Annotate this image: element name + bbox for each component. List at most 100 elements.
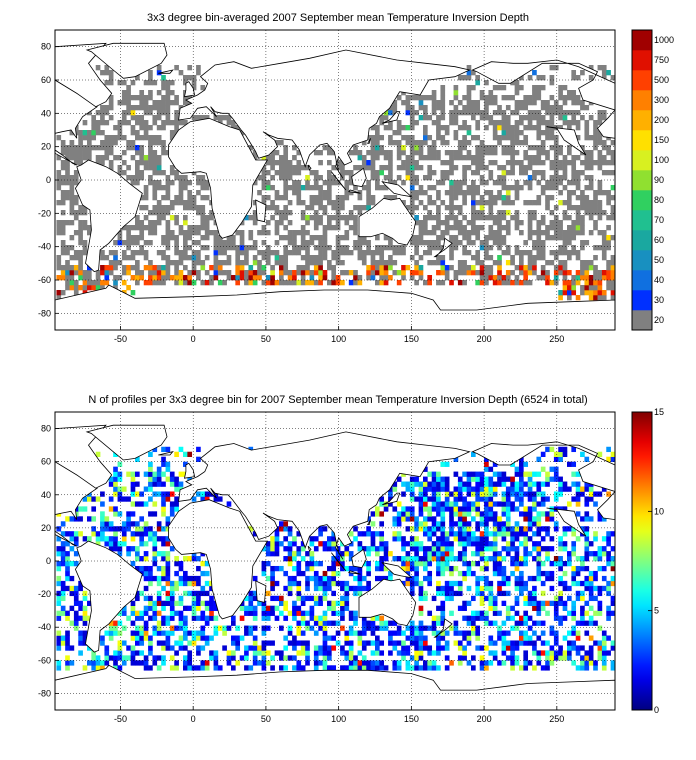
data-cell [357, 250, 363, 256]
data-cells [56, 65, 616, 301]
data-cell [436, 210, 441, 216]
data-cell [510, 476, 515, 482]
data-cell [427, 531, 433, 537]
data-cell [606, 285, 611, 291]
data-cell [117, 80, 123, 86]
data-cell [56, 536, 62, 542]
data-cell [361, 205, 367, 211]
data-cell [239, 655, 245, 661]
data-cell [383, 665, 389, 671]
data-cell [567, 95, 572, 101]
data-cell [475, 625, 481, 631]
data-cell [204, 215, 210, 221]
data-cell [527, 75, 533, 81]
data-cell [610, 75, 616, 81]
data-cell [392, 250, 398, 256]
x-tick-label: 100 [331, 334, 346, 344]
data-cell [327, 195, 332, 201]
data-cell [610, 640, 616, 646]
data-cell [540, 150, 546, 156]
data-cell [597, 130, 603, 136]
data-cell [296, 150, 302, 156]
data-cell [505, 521, 511, 527]
data-cell [279, 610, 284, 616]
data-cell [331, 200, 337, 206]
data-cell [431, 660, 437, 666]
data-cell [497, 280, 502, 286]
data-cell [484, 240, 489, 246]
data-cell [558, 580, 563, 587]
data-cell [575, 125, 581, 131]
data-cell [396, 150, 402, 156]
data-cell [148, 471, 153, 477]
data-cell [73, 210, 79, 216]
data-cell [296, 570, 302, 577]
data-cell [584, 620, 590, 626]
data-cell [479, 491, 485, 497]
data-cell [300, 215, 306, 221]
data-cell [484, 190, 489, 196]
data-cell [78, 531, 83, 537]
data-cell [471, 491, 476, 497]
data-cell [436, 486, 441, 492]
data-cell [427, 150, 433, 156]
data-cell [165, 230, 171, 236]
data-cell [156, 110, 162, 116]
data-cell [488, 605, 494, 611]
data-cell [56, 225, 62, 231]
data-cell [418, 230, 424, 236]
data-cell [409, 95, 415, 101]
data-cell [366, 185, 371, 191]
data-cell [248, 600, 254, 606]
data-cell [562, 531, 568, 537]
data-cell [405, 486, 411, 492]
data-cell [121, 90, 127, 96]
data-cell [492, 230, 498, 236]
data-cell [549, 655, 555, 661]
data-cell [78, 635, 83, 641]
data-cell [593, 125, 598, 131]
data-cell [130, 655, 136, 661]
data-cell [475, 496, 481, 502]
data-cell [161, 205, 166, 211]
data-cell [532, 650, 537, 656]
data-cell [449, 625, 454, 631]
data-cell [139, 590, 145, 597]
data-cell [549, 195, 555, 201]
data-cell [409, 635, 415, 641]
data-cell [479, 175, 485, 181]
data-cell [361, 546, 367, 552]
data-cell [545, 225, 550, 231]
data-cell [584, 275, 590, 281]
data-cell [540, 145, 546, 151]
data-cell [597, 210, 603, 216]
data-cell [69, 150, 75, 156]
data-cell [309, 541, 315, 547]
data-cell [492, 461, 498, 467]
data-cell [471, 105, 476, 111]
data-cell [379, 165, 385, 171]
data-cell [471, 85, 476, 91]
data-cell [152, 630, 158, 636]
data-cell [597, 511, 603, 517]
data-cell [501, 645, 507, 651]
data-cell [575, 75, 581, 81]
data-cell [545, 600, 550, 606]
data-cell [261, 610, 267, 616]
data-cell [423, 105, 428, 111]
data-cell [156, 665, 162, 671]
data-cell [444, 590, 450, 597]
data-cell [353, 240, 358, 246]
data-cell [95, 160, 101, 166]
data-cell [113, 285, 118, 291]
data-cell [56, 660, 62, 666]
data-cell [597, 190, 603, 196]
data-cell [191, 270, 197, 276]
data-cell [313, 225, 319, 231]
data-cell [405, 625, 411, 631]
data-cell [235, 645, 241, 651]
data-cell [475, 160, 481, 166]
data-cell [178, 175, 184, 181]
data-cell [287, 625, 293, 631]
data-cell [436, 491, 441, 497]
